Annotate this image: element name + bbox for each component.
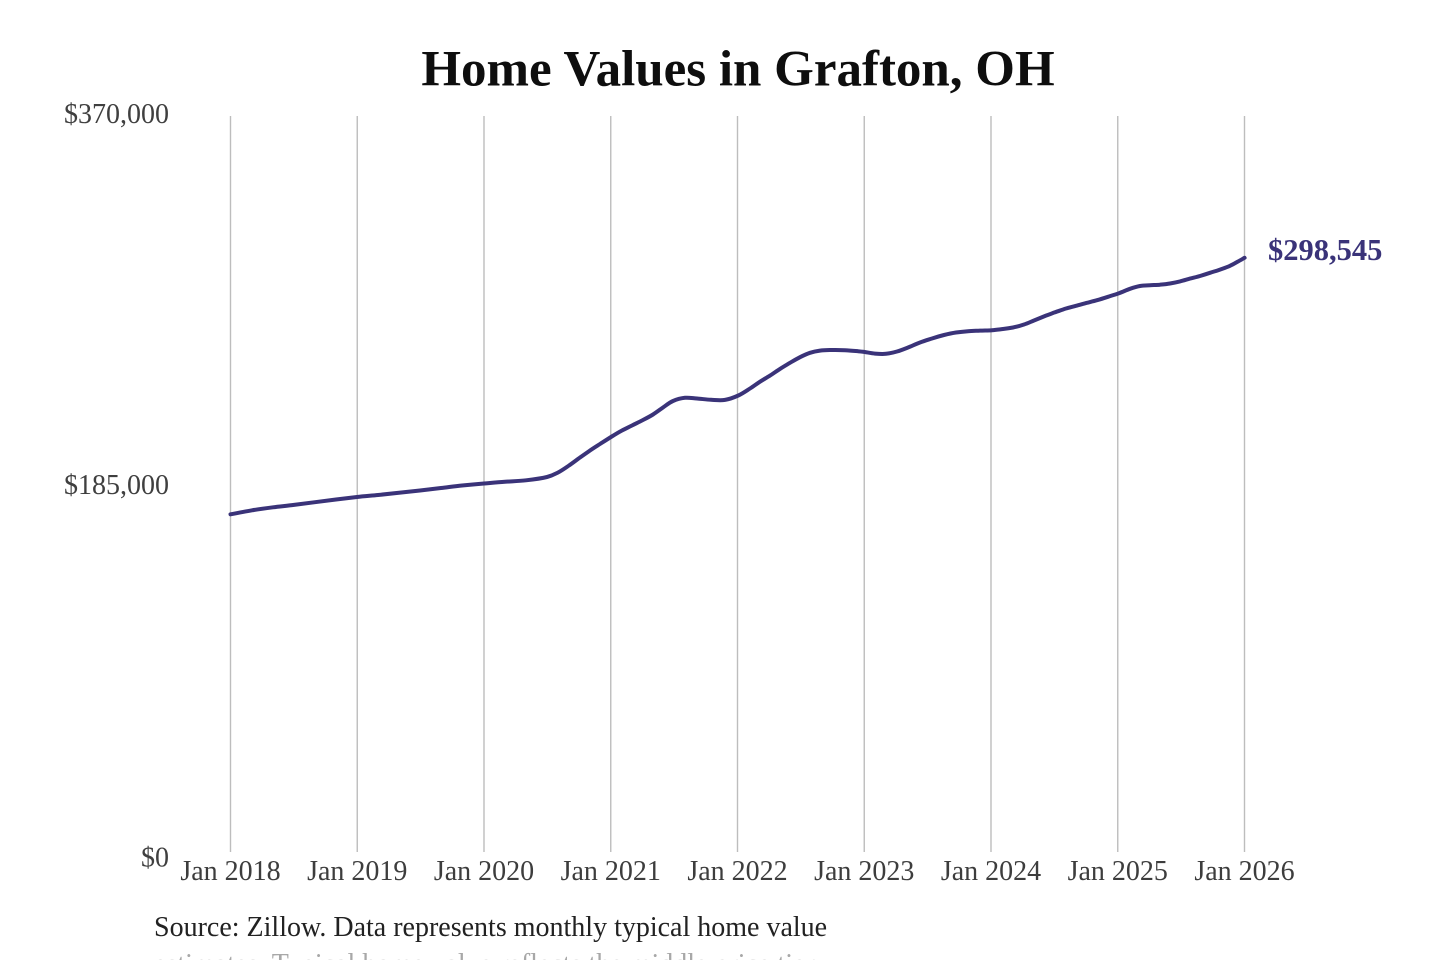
svg-text:Jan 2021: Jan 2021 [561, 856, 661, 887]
svg-text:Home Values in Grafton, OH: Home Values in Grafton, OH [421, 42, 1054, 98]
svg-text:estimates. Typical home value: estimates. Typical home value reflects t… [154, 949, 820, 960]
svg-text:Jan 2019: Jan 2019 [307, 856, 407, 887]
svg-text:Jan 2025: Jan 2025 [1068, 856, 1168, 887]
svg-text:Jan 2024: Jan 2024 [941, 856, 1041, 887]
svg-text:Jan 2022: Jan 2022 [687, 856, 787, 887]
svg-text:$370,000: $370,000 [64, 99, 169, 130]
svg-text:$185,000: $185,000 [64, 470, 169, 501]
svg-text:$298,545: $298,545 [1268, 233, 1382, 267]
svg-text:Source: Zillow. Data represent: Source: Zillow. Data represents monthly … [154, 912, 827, 943]
svg-text:Jan 2026: Jan 2026 [1194, 856, 1294, 887]
svg-text:$0: $0 [141, 843, 169, 874]
svg-text:Jan 2023: Jan 2023 [814, 856, 914, 887]
svg-text:Jan 2018: Jan 2018 [180, 856, 280, 887]
svg-text:Jan 2020: Jan 2020 [434, 856, 534, 887]
